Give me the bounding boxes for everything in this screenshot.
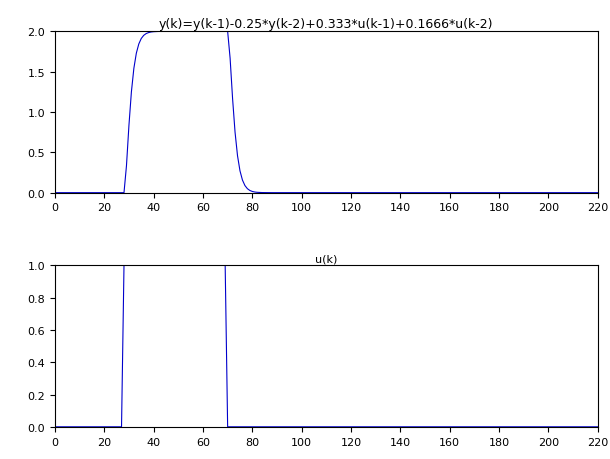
Title: y(k)=y(k-1)-0.25*y(k-2)+0.333*u(k-1)+0.1666*u(k-2): y(k)=y(k-1)-0.25*y(k-2)+0.333*u(k-1)+0.1… xyxy=(159,18,493,31)
Title: u(k): u(k) xyxy=(315,254,337,263)
